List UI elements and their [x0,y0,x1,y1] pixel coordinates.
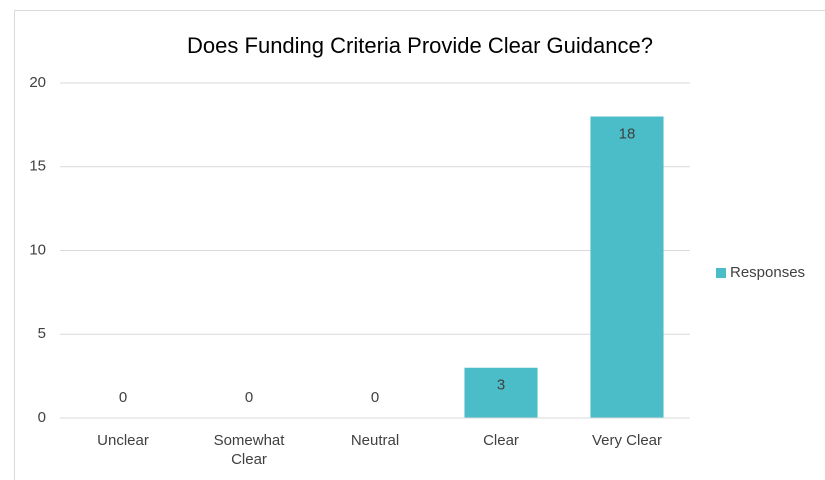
x-tick-label: Somewhat Clear [213,432,285,468]
data-label: 0 [245,389,253,406]
data-label: 0 [371,389,379,406]
x-tick-label: Unclear [97,432,149,449]
bar [590,116,664,418]
data-label: 0 [119,389,127,406]
data-label: 18 [619,125,636,142]
chart-title: Does Funding Criteria Provide Clear Guid… [187,33,653,58]
chart-border [14,10,825,480]
y-tick-label: 15 [29,158,46,175]
x-tick-label: Clear [483,432,519,449]
y-tick-label: 10 [29,241,46,258]
data-label: 3 [497,377,505,394]
bar [464,367,538,418]
legend-label: Responses [730,264,805,281]
x-tick-label: Neutral [350,432,400,449]
legend-swatch [716,268,726,278]
y-tick-label: 20 [29,74,46,91]
x-tick-label: Very Clear [591,432,663,449]
y-tick-label: 0 [38,409,46,426]
y-tick-label: 5 [38,325,46,342]
